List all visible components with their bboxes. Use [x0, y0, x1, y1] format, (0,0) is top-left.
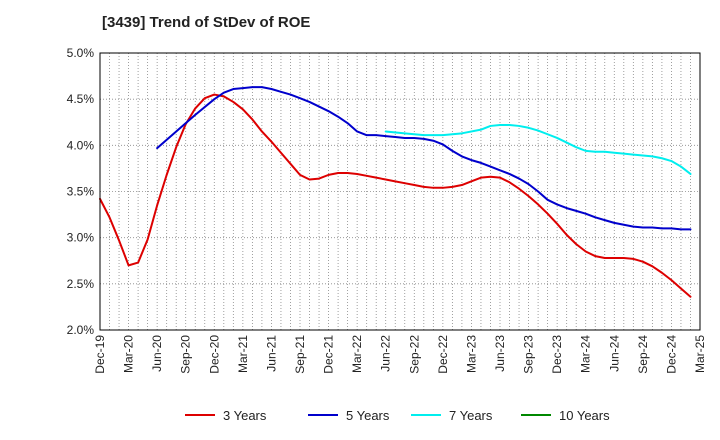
x-tick-label: Dec-22	[436, 335, 450, 374]
legend-label: 3 Years	[223, 408, 267, 423]
grid	[99, 52, 701, 331]
y-tick-label: 2.0%	[67, 323, 95, 337]
y-axis-tick-labels: 2.0% 2.5% 3.0% 3.5% 4.0% 4.5% 5.0%	[67, 46, 95, 337]
x-tick-label: Jun-23	[493, 335, 507, 372]
legend: 3 Years 5 Years 7 Years 10 Years	[185, 408, 610, 423]
series-line-5-years	[156, 86, 692, 231]
x-tick-label: Dec-19	[93, 335, 107, 374]
x-tick-label: Mar-22	[350, 335, 364, 373]
y-tick-label: 4.5%	[67, 92, 95, 106]
x-tick-label: Sep-23	[522, 335, 536, 374]
x-tick-label: Sep-21	[293, 335, 307, 374]
y-tick-label: 3.5%	[67, 185, 95, 199]
y-tick-label: 5.0%	[67, 46, 95, 60]
x-tick-label: Mar-23	[464, 335, 478, 373]
plot-frame	[99, 52, 701, 331]
x-tick-label: Sep-20	[179, 335, 193, 374]
legend-label: 5 Years	[346, 408, 390, 423]
x-tick-label: Dec-24	[664, 335, 678, 374]
x-axis-tick-labels: Dec-19 Mar-20 Jun-20 Sep-20 Dec-20 Mar-21 Jun-…	[93, 335, 707, 374]
x-tick-label: Jun-22	[379, 335, 393, 372]
y-tick-label: 2.5%	[67, 277, 95, 291]
x-tick-label: Jun-21	[264, 335, 278, 372]
x-tick-label: Sep-24	[636, 335, 650, 374]
y-tick-label: 4.0%	[67, 138, 95, 152]
x-tick-label: Mar-20	[122, 335, 136, 373]
chart-title: [3439] Trend of StDev of ROE	[102, 14, 311, 31]
x-tick-label: Dec-23	[550, 335, 564, 374]
series-line-7-years	[384, 124, 692, 175]
x-tick-label: Mar-21	[236, 335, 250, 373]
x-tick-label: Dec-20	[207, 335, 221, 374]
x-tick-label: Mar-25	[693, 335, 707, 373]
x-tick-label: Jun-20	[150, 335, 164, 372]
x-tick-label: Dec-21	[322, 335, 336, 374]
y-tick-label: 3.0%	[67, 231, 95, 245]
series-lines	[99, 86, 692, 298]
x-tick-label: Mar-24	[579, 335, 593, 373]
x-tick-label: Jun-24	[607, 335, 621, 372]
legend-label: 7 Years	[449, 408, 493, 423]
legend-label: 10 Years	[559, 408, 610, 423]
x-tick-label: Sep-22	[407, 335, 421, 374]
series-line-3-years	[99, 93, 692, 298]
